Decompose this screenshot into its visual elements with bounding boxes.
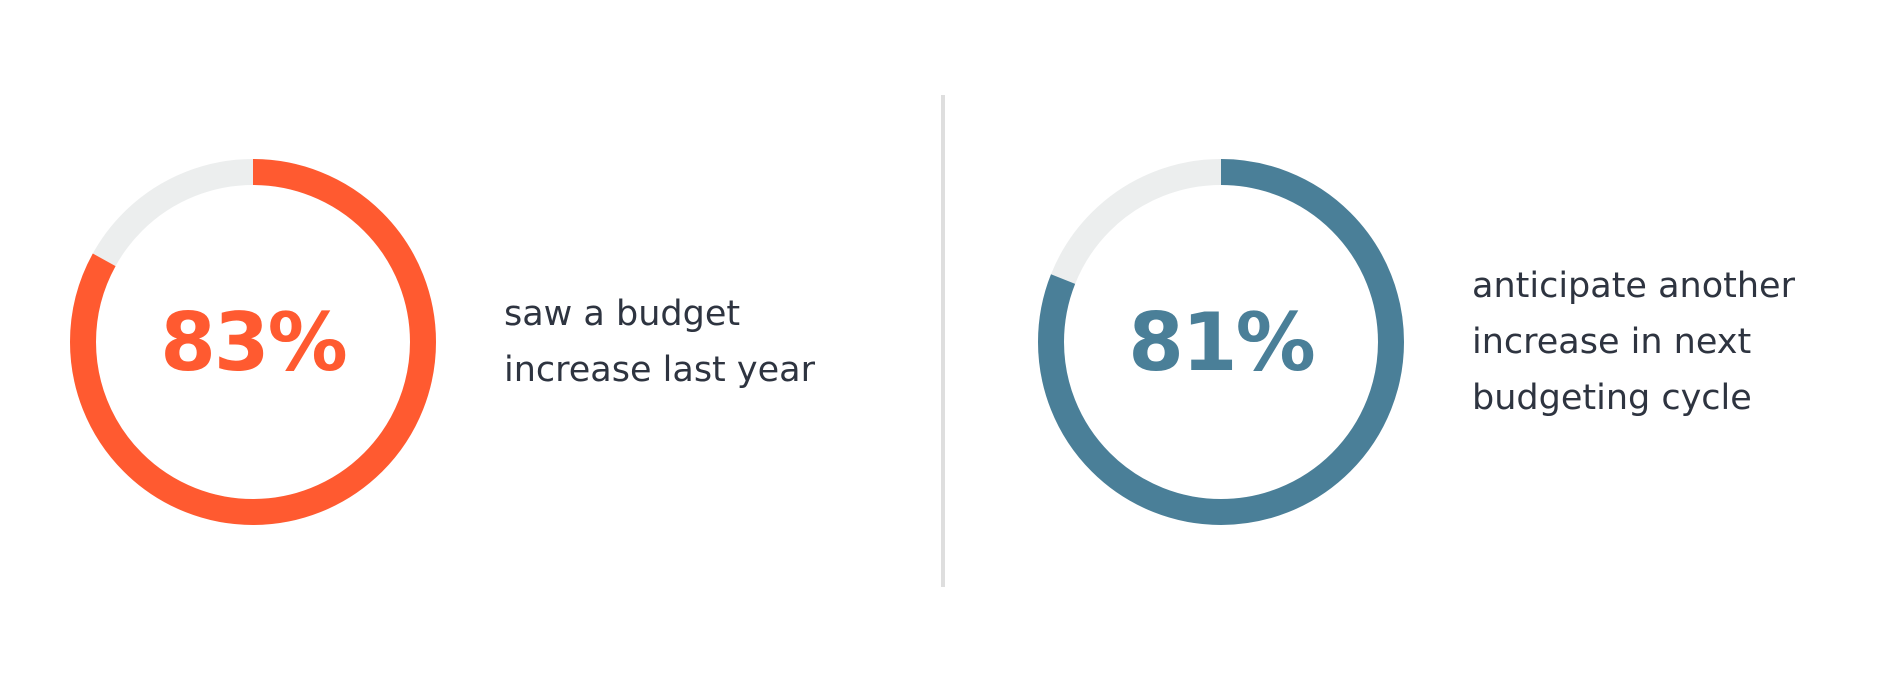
vertical-divider: [941, 95, 945, 587]
stat-caption: anticipate another increase in next budg…: [1472, 258, 1795, 426]
caption-line: saw a budget: [504, 294, 741, 334]
caption-line: increase last year: [504, 350, 815, 390]
donut-value-label: 83%: [160, 295, 347, 389]
donut-chart-anticipated-increase: 81%: [1034, 155, 1408, 529]
donut-value-arc: [70, 159, 436, 525]
donut-svg: [70, 159, 436, 525]
donut-value-label: 81%: [1128, 295, 1315, 389]
donut-chart-budget-increase: 83%: [66, 155, 440, 529]
stat-panel-anticipated-increase: 81% anticipate another increase in next …: [946, 0, 1877, 680]
caption-line: anticipate another: [1472, 266, 1795, 306]
caption-line: budgeting cycle: [1472, 378, 1752, 418]
caption-line: increase in next: [1472, 322, 1752, 362]
stat-caption: saw a budget increase last year: [504, 286, 815, 398]
stat-panel-budget-increase: 83% saw a budget increase last year: [66, 155, 815, 529]
donut-svg: [1038, 159, 1404, 525]
donut-value-arc: [1038, 159, 1404, 525]
